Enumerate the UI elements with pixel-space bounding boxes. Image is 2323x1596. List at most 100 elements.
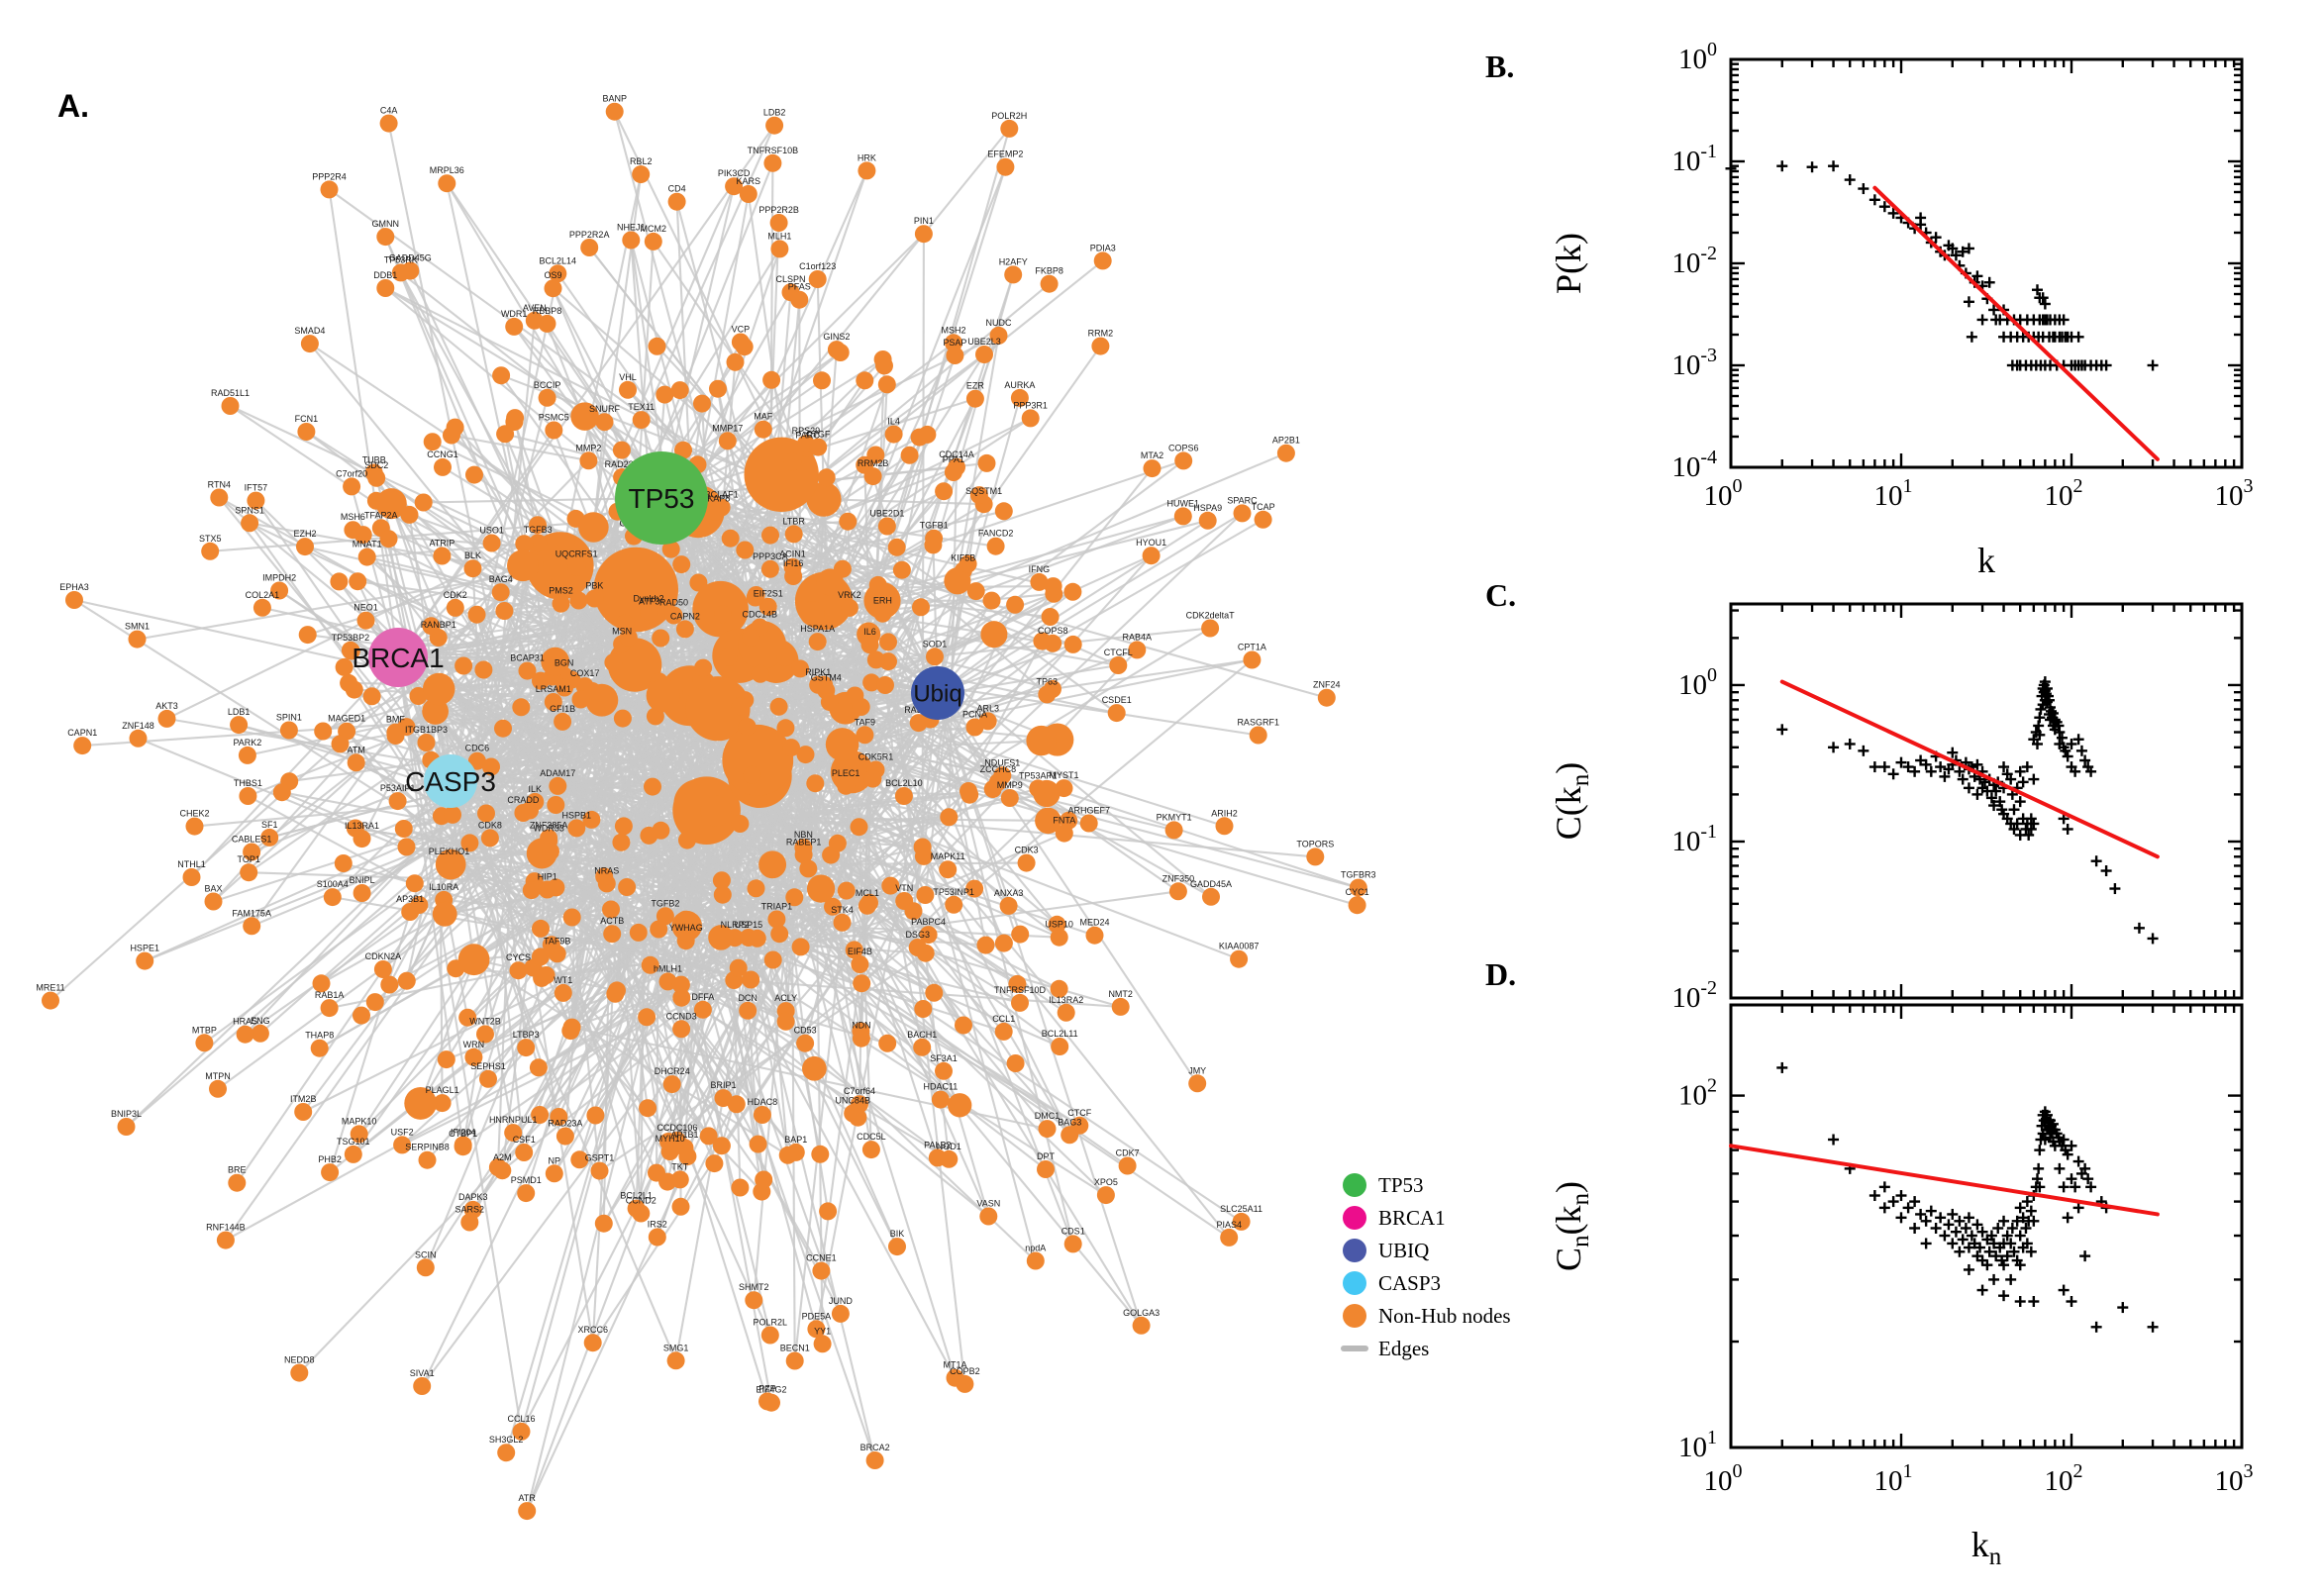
non-hub-node — [813, 371, 831, 390]
gene-label: NOD1 — [937, 1142, 961, 1151]
gene-label: NMT2 — [1108, 989, 1133, 999]
non-hub-node — [819, 1202, 838, 1221]
panel-c-y-ticklabel: 10-2 — [1671, 977, 1717, 1014]
gene-label: CCDC106 — [656, 1123, 697, 1133]
non-hub-node — [1033, 779, 1060, 808]
non-hub-node — [541, 647, 570, 676]
panel-c-ticks — [1729, 604, 2244, 1000]
gene-label: CDK2 — [444, 590, 467, 600]
gene-label: FCN1 — [295, 414, 319, 424]
non-hub-node — [727, 1095, 746, 1114]
non-hub-node — [260, 828, 279, 847]
gene-label: ARIH2 — [1211, 808, 1238, 818]
gene-label: YY1 — [814, 1326, 831, 1336]
gene-label: IFI204 — [451, 1127, 476, 1137]
gene-label: MSN — [612, 627, 632, 637]
gene-label: USP10 — [1045, 920, 1073, 930]
non-hub-node — [754, 420, 772, 439]
non-hub-node — [671, 1197, 690, 1216]
non-hub-node — [529, 1058, 548, 1077]
non-hub-node — [1037, 1160, 1055, 1178]
non-hub-node — [799, 859, 818, 878]
non-hub-node — [671, 975, 690, 994]
non-hub-node — [460, 834, 479, 852]
non-hub-node — [965, 389, 984, 408]
gene-label: hMLH1 — [654, 963, 682, 973]
gene-label: GADD45G — [389, 253, 432, 263]
network-node-labels: ZNF24 USF2 MCM2 C7orf64 CDC6 COPS6 CCND2 BCCIP C… — [36, 94, 1375, 1503]
gene-label: TUBB — [362, 455, 386, 465]
gene-label: PLAGL1 — [426, 1085, 459, 1095]
gene-label: A2M — [493, 1152, 512, 1162]
gene-label: EZR — [966, 381, 985, 391]
gene-label: ADAM17 — [540, 768, 575, 778]
gene-label: NP — [549, 1155, 561, 1165]
legend-swatch-icon — [1343, 1206, 1366, 1230]
non-hub-node — [1348, 896, 1366, 915]
gene-label: CCL16 — [507, 1414, 535, 1424]
non-hub-node — [571, 690, 590, 709]
gene-label: RNF144B — [206, 1223, 246, 1233]
non-hub-node — [644, 232, 662, 250]
non-hub-node — [916, 944, 935, 962]
non-hub-node — [467, 751, 486, 770]
non-hub-node — [586, 1106, 605, 1125]
non-hub-node — [796, 746, 815, 764]
gene-label: RBBP8 — [533, 306, 562, 316]
gene-label: PLEC1 — [832, 768, 860, 778]
gene-label: ACLY — [774, 993, 797, 1003]
non-hub-node — [876, 583, 895, 602]
gene-label: PSMD1 — [511, 1175, 542, 1185]
non-hub-node — [1079, 814, 1098, 833]
non-hub-node — [1000, 789, 1019, 807]
gene-label: HSPA1A — [800, 624, 835, 634]
non-hub-node — [856, 455, 874, 474]
non-hub-node — [334, 854, 353, 872]
panel-c-label: C. — [1485, 577, 1516, 613]
non-hub-node — [595, 413, 614, 432]
non-hub-node — [296, 538, 314, 556]
non-hub-node — [641, 955, 659, 974]
non-hub-node — [857, 622, 881, 647]
gene-label: BGN — [555, 657, 574, 667]
gene-label: MAF — [754, 412, 773, 422]
non-hub-node — [550, 1108, 568, 1126]
non-hub-node — [434, 457, 452, 476]
gene-label: RAD51L1 — [211, 388, 250, 398]
non-hub-node — [1349, 878, 1367, 897]
gene-label: ENG — [251, 1016, 270, 1026]
non-hub-node — [1174, 451, 1193, 470]
gene-label: COPS6 — [1168, 443, 1199, 452]
non-hub-node — [1142, 547, 1161, 565]
non-hub-node — [1233, 504, 1252, 523]
non-hub-node — [982, 591, 1001, 610]
panel-d-points — [1776, 1061, 2159, 1333]
non-hub-node — [605, 102, 624, 121]
non-hub-node — [765, 116, 784, 135]
non-hub-node — [694, 658, 713, 677]
non-hub-node — [852, 1022, 870, 1041]
non-hub-node — [976, 936, 995, 954]
non-hub-node — [735, 338, 754, 356]
non-hub-node — [518, 1502, 537, 1521]
non-hub-node — [714, 605, 732, 624]
non-hub-node — [783, 557, 802, 576]
non-hub-node — [1249, 726, 1267, 745]
non-hub-node — [608, 981, 626, 1000]
gene-label: CLSPN — [775, 274, 805, 284]
gene-label: CDK5R1 — [858, 752, 894, 762]
non-hub-node — [731, 697, 750, 716]
non-hub-node — [320, 999, 339, 1018]
panel-d-fit-line — [1729, 1144, 2160, 1217]
non-hub-node — [904, 902, 923, 921]
gene-label: RASGRF1 — [1237, 718, 1279, 728]
gene-label: TOPORS — [1296, 839, 1334, 848]
non-hub-node — [1063, 635, 1082, 653]
gene-label: SEPHS1 — [470, 1061, 506, 1071]
gene-label: ZNF350 — [1162, 873, 1195, 883]
non-hub-node — [619, 380, 637, 399]
non-hub-node — [476, 1025, 494, 1044]
gene-label: SQSTM1 — [965, 486, 1002, 496]
non-hub-node — [762, 370, 781, 389]
